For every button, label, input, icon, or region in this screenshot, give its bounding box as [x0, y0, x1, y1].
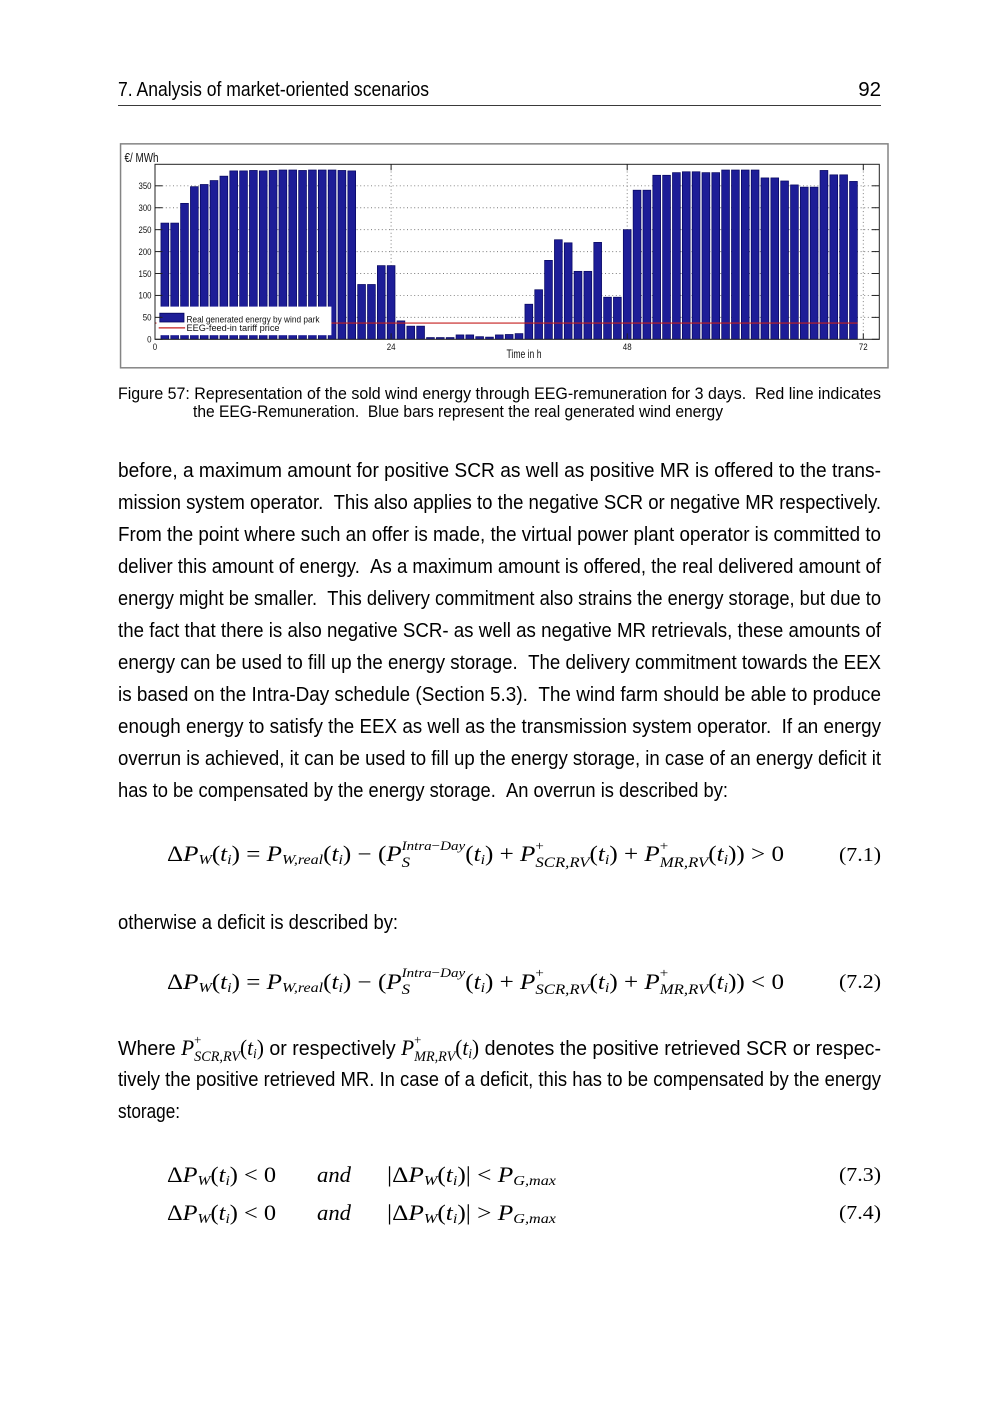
svg-text:0: 0 [147, 335, 151, 345]
svg-text:300: 300 [139, 203, 152, 213]
svg-text:€/ MWh: €/ MWh [125, 150, 159, 165]
svg-text:48: 48 [623, 342, 632, 352]
svg-text:250: 250 [139, 225, 152, 235]
svg-text:Time in h: Time in h [507, 347, 542, 361]
svg-text:EEG-feed-in tariff price: EEG-feed-in tariff price [187, 323, 280, 333]
svg-text:72: 72 [859, 342, 868, 352]
svg-text:Real generated energy by wind: Real generated energy by wind park [187, 315, 321, 325]
svg-text:50: 50 [143, 313, 152, 323]
svg-text:24: 24 [387, 342, 396, 352]
svg-text:150: 150 [139, 269, 152, 279]
svg-text:100: 100 [139, 291, 152, 301]
svg-text:350: 350 [139, 181, 152, 191]
svg-text:0: 0 [153, 342, 157, 352]
svg-text:200: 200 [139, 247, 152, 257]
